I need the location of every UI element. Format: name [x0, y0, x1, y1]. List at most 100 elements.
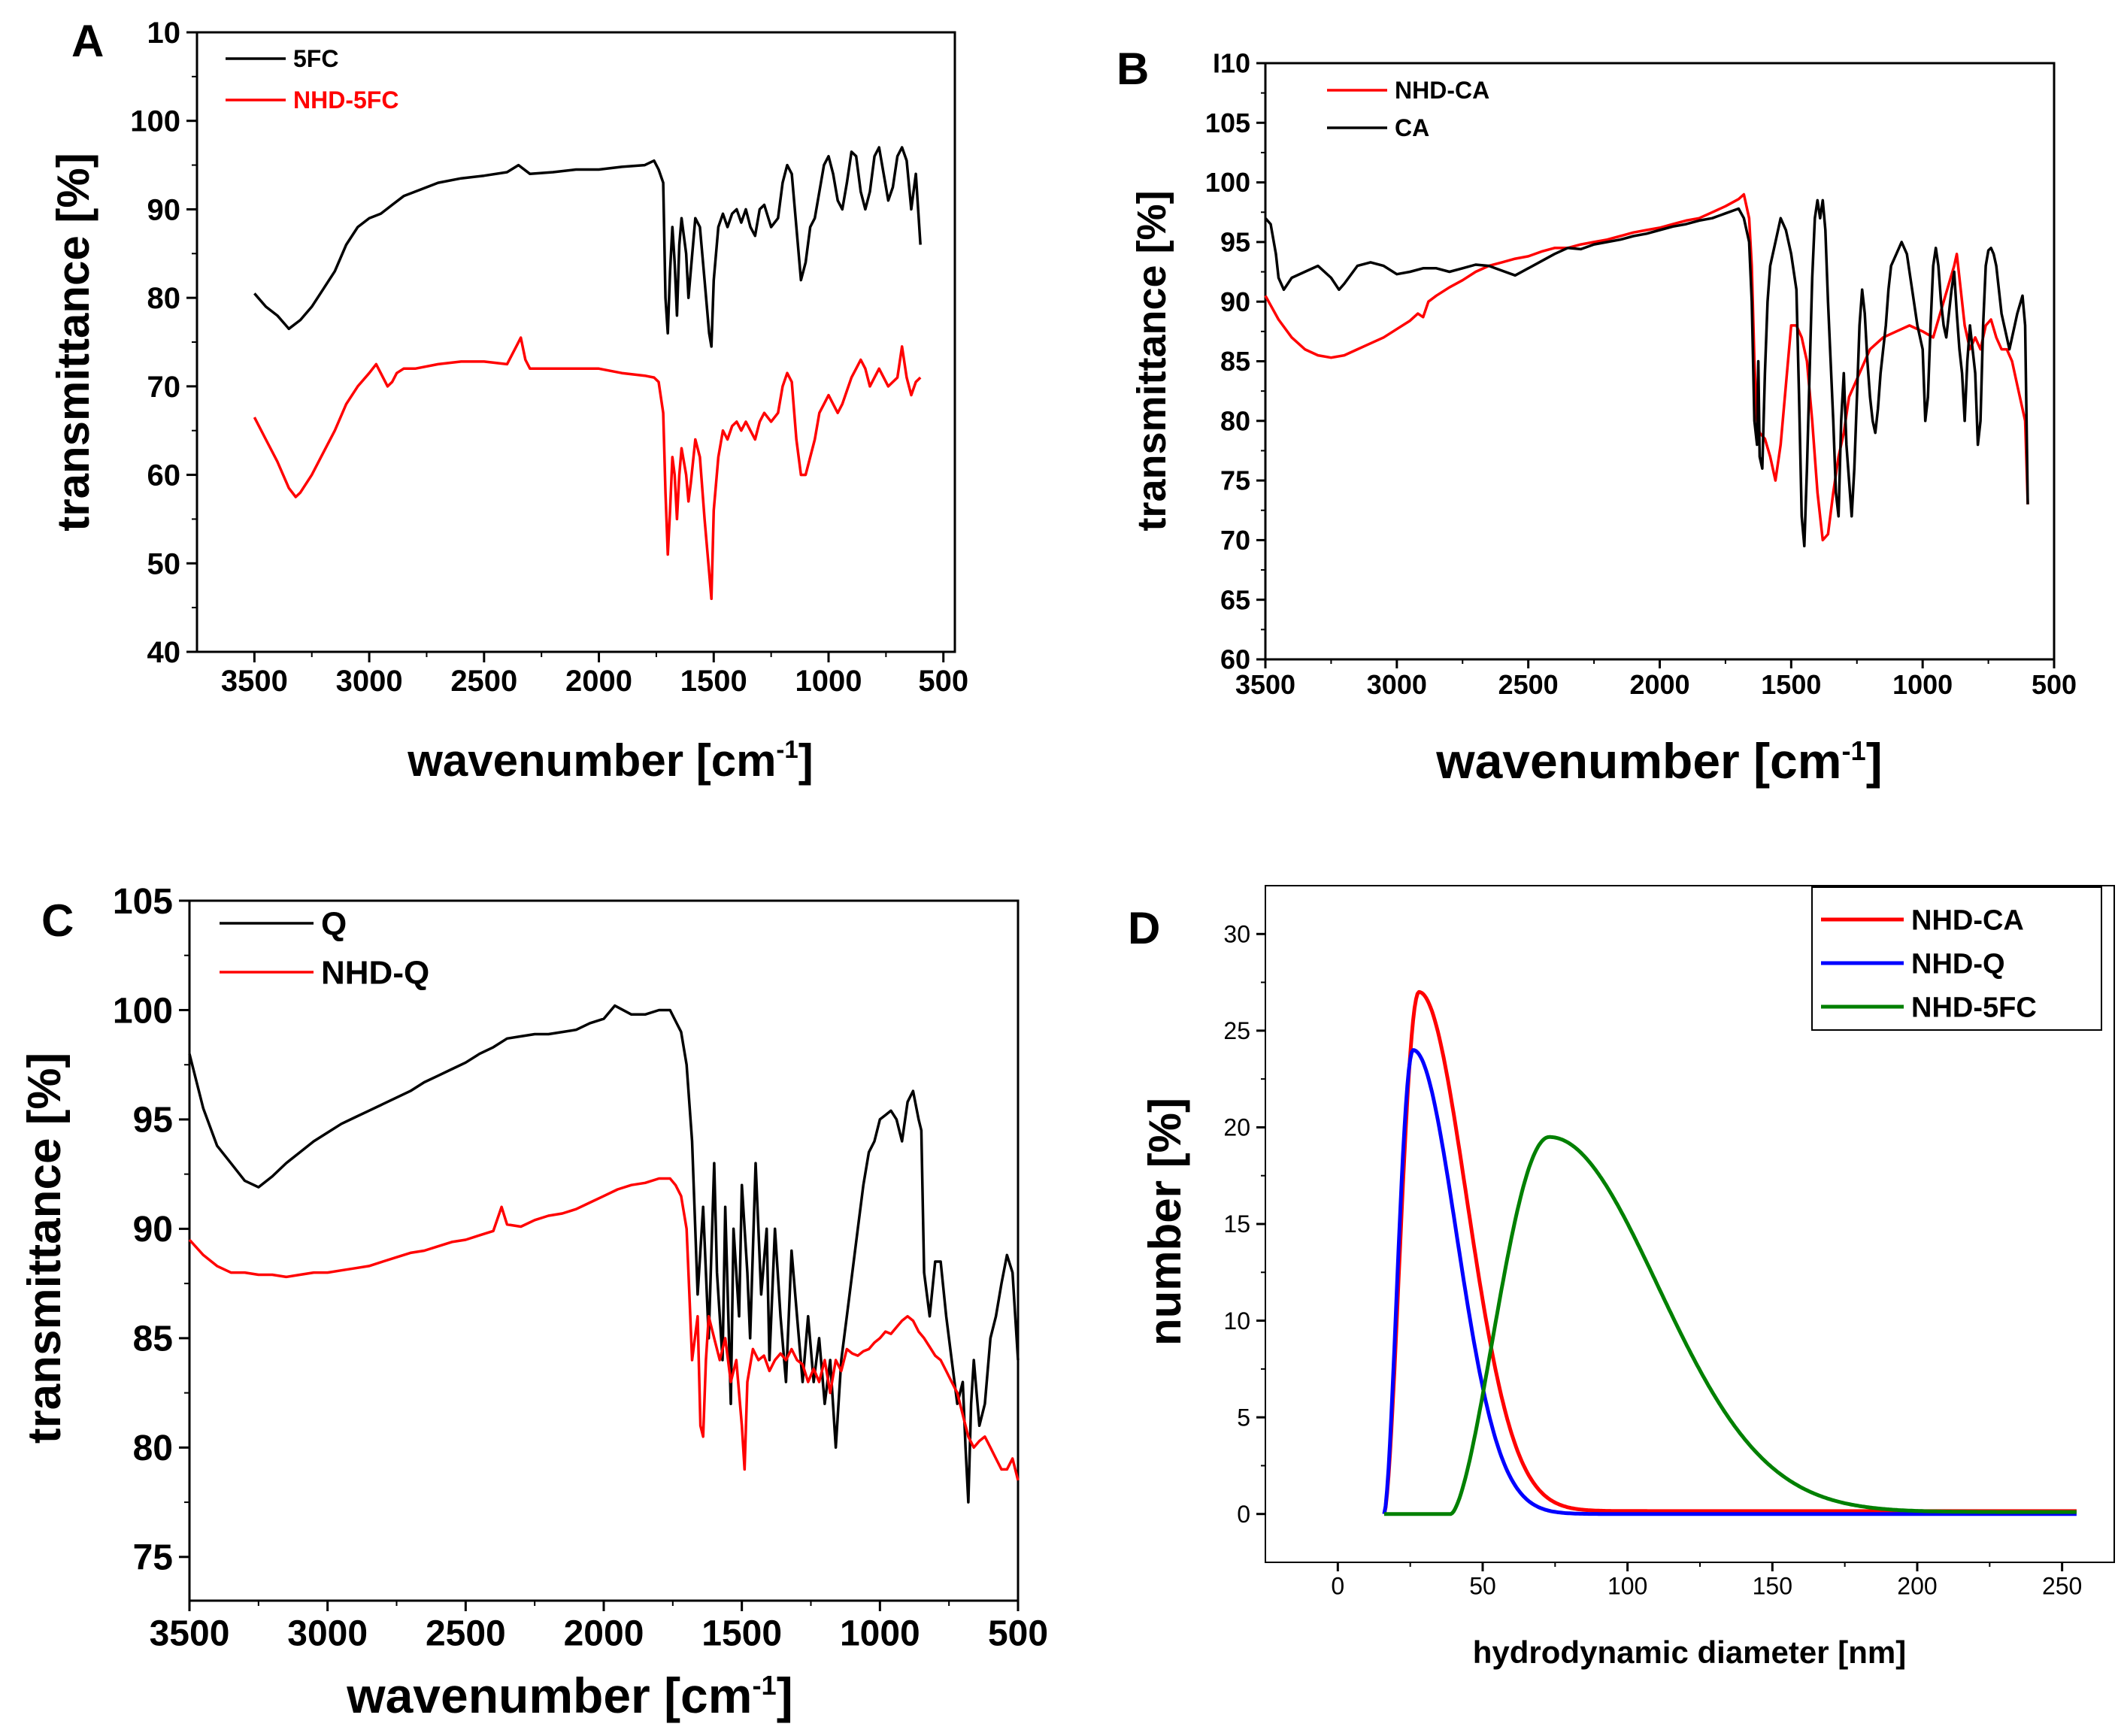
series-group-a: [253, 146, 922, 601]
x-tick-label: 3500: [1235, 669, 1295, 700]
x-tick-label: 2500: [450, 665, 517, 698]
panel-label-a: A: [71, 16, 104, 66]
legend-label: CA: [1395, 114, 1429, 141]
x-axis-title-a: wavenumber [cm-1]: [407, 735, 814, 786]
y-tick-label: 25: [1223, 1017, 1250, 1044]
legend-b: NHD-CA CA: [1327, 77, 1489, 141]
series-line-nhd-ca: [1264, 192, 2029, 542]
legend-d: NHD-CA NHD-Q NHD-5FC: [1811, 886, 2102, 1031]
y-tick-label: 0: [1237, 1501, 1250, 1528]
x-tick-label: 500: [918, 665, 968, 698]
series-group-c: [188, 1004, 1020, 1504]
x-ticks-b: 3500 3000 2500 2000 1500 1000 500: [1235, 659, 2077, 700]
x-tick-label: 500: [988, 1614, 1048, 1654]
x-tick-label: 3500: [150, 1614, 230, 1654]
y-axis-title-c: transmittance [%]: [19, 1053, 71, 1444]
x-tick-label: 250: [2042, 1572, 2082, 1599]
y-tick-label: 80: [147, 282, 181, 315]
legend-label: NHD-Q: [1911, 948, 2005, 980]
y-tick-label: 10: [1223, 1307, 1250, 1335]
x-axis-title-main: wavenumber [cm: [1435, 733, 1841, 789]
y-tick-label: 100: [130, 105, 180, 138]
y-tick-label: I10: [1213, 48, 1250, 79]
y-tick-label: 50: [147, 547, 181, 580]
x-axis-title-main: wavenumber [cm: [346, 1668, 752, 1723]
x-axis-title-end: ]: [777, 1668, 793, 1723]
panel-b: 60 65 70 75 80 85 90 95 100 105 I10 3500 3000 2500 20…: [1129, 48, 2077, 789]
y-ticks-c: 75 80 85 90 95 100 105: [113, 882, 189, 1578]
x-axis-title-d: hydrodynamic diameter [nm]: [1473, 1635, 1906, 1670]
x-tick-label: 2000: [564, 1614, 644, 1654]
y-tick-label: 40: [147, 636, 181, 669]
panel-label-b: B: [1117, 44, 1149, 94]
x-tick-label: 150: [1753, 1572, 1792, 1599]
legend-label: NHD-Q: [321, 954, 429, 991]
y-tick-label: 80: [133, 1428, 173, 1468]
x-tick-label: 2000: [565, 665, 632, 698]
y-tick-label: 20: [1223, 1114, 1250, 1141]
y-ticks-d: 0 5 10 15 20 25 30: [1223, 920, 1265, 1528]
y-tick-label: 90: [133, 1210, 173, 1250]
x-ticks-a: 3500 3000 2500 2000 1500 1000 500: [221, 652, 968, 698]
y-ticks-b: 60 65 70 75 80 85 90 95 100 105 I10: [1205, 48, 1265, 675]
panel-label-c: C: [41, 895, 74, 946]
y-tick-label: 95: [1220, 227, 1250, 258]
x-tick-label: 0: [1331, 1572, 1344, 1599]
panel-label-d: D: [1128, 903, 1160, 953]
panel-a: 40 50 60 70 80 90 100 10 3500 3000 2500 2000 1500 10…: [48, 17, 968, 786]
x-axis-title-superscript: -1: [752, 1670, 776, 1701]
y-tick-label: 85: [133, 1319, 173, 1359]
y-tick-label: 15: [1223, 1210, 1250, 1238]
y-tick-label: 105: [1205, 108, 1250, 138]
panel-c: 75 80 85 90 95 100 105 3500 3000 2500 2000 1500 100…: [19, 882, 1048, 1723]
series-line-nhd-5fc: [253, 336, 922, 601]
series-line-ca: [1264, 198, 2029, 548]
x-tick-label: 500: [2032, 669, 2077, 700]
x-tick-label: 2000: [1629, 669, 1689, 700]
series-group-d: [1382, 989, 2077, 1516]
x-ticks-c: 3500 3000 2500 2000 1500 1000 500: [150, 1601, 1048, 1654]
y-axis-title-b: transmittance [%]: [1129, 190, 1174, 531]
y-tick-label: 100: [113, 991, 173, 1031]
x-axis-title-end: ]: [1866, 733, 1883, 789]
x-tick-label: 1500: [701, 1614, 782, 1654]
legend-c: Q NHD-Q: [220, 905, 429, 991]
y-tick-label: 90: [147, 193, 181, 226]
y-tick-label: 85: [1220, 346, 1250, 377]
x-tick-label: 3000: [1367, 669, 1427, 700]
x-tick-label: 200: [1897, 1572, 1937, 1599]
y-tick-label: 75: [1220, 465, 1250, 496]
x-tick-label: 1000: [795, 665, 862, 698]
legend-label: NHD-5FC: [293, 86, 398, 114]
y-tick-label: 70: [1220, 525, 1250, 556]
y-axis-title-a: transmittance [%]: [48, 153, 98, 531]
y-tick-label: 80: [1220, 405, 1250, 436]
x-tick-label: 2500: [1498, 669, 1559, 700]
series-group-b: [1264, 192, 2029, 548]
legend-a: 5FC NHD-5FC: [226, 45, 398, 114]
y-tick-label: 105: [113, 882, 173, 922]
x-tick-label: 1000: [840, 1614, 920, 1654]
legend-label: Q: [321, 905, 347, 942]
y-tick-label: 90: [1220, 286, 1250, 317]
y-tick-label: 60: [1220, 644, 1250, 675]
y-tick-label: 10: [147, 17, 181, 50]
y-tick-label: 60: [147, 459, 181, 492]
series-line-nhd-q: [188, 1177, 1020, 1481]
panel-d: 0 5 10 15 20 25 30 0 50 100 150 200 250 NHD-CA NHD-Q…: [1140, 885, 2115, 1670]
x-axis-title-superscript: -1: [1841, 735, 1865, 766]
x-tick-label: 50: [1469, 1572, 1496, 1599]
series-line-nhd-q: [1382, 1048, 2077, 1516]
x-axis-title-b: wavenumber [cm-1]: [1435, 733, 1882, 789]
y-axis-title-d: number [%]: [1140, 1098, 1190, 1346]
x-ticks-d: 0 50 100 150 200 250: [1331, 1562, 2082, 1599]
legend-label: NHD-5FC: [1911, 992, 2037, 1023]
x-tick-label: 100: [1607, 1572, 1647, 1599]
y-tick-label: 65: [1220, 584, 1250, 615]
x-tick-label: 2500: [426, 1614, 506, 1654]
y-tick-label: 5: [1237, 1404, 1250, 1431]
y-tick-label: 95: [133, 1101, 173, 1141]
y-tick-label: 70: [147, 371, 181, 404]
